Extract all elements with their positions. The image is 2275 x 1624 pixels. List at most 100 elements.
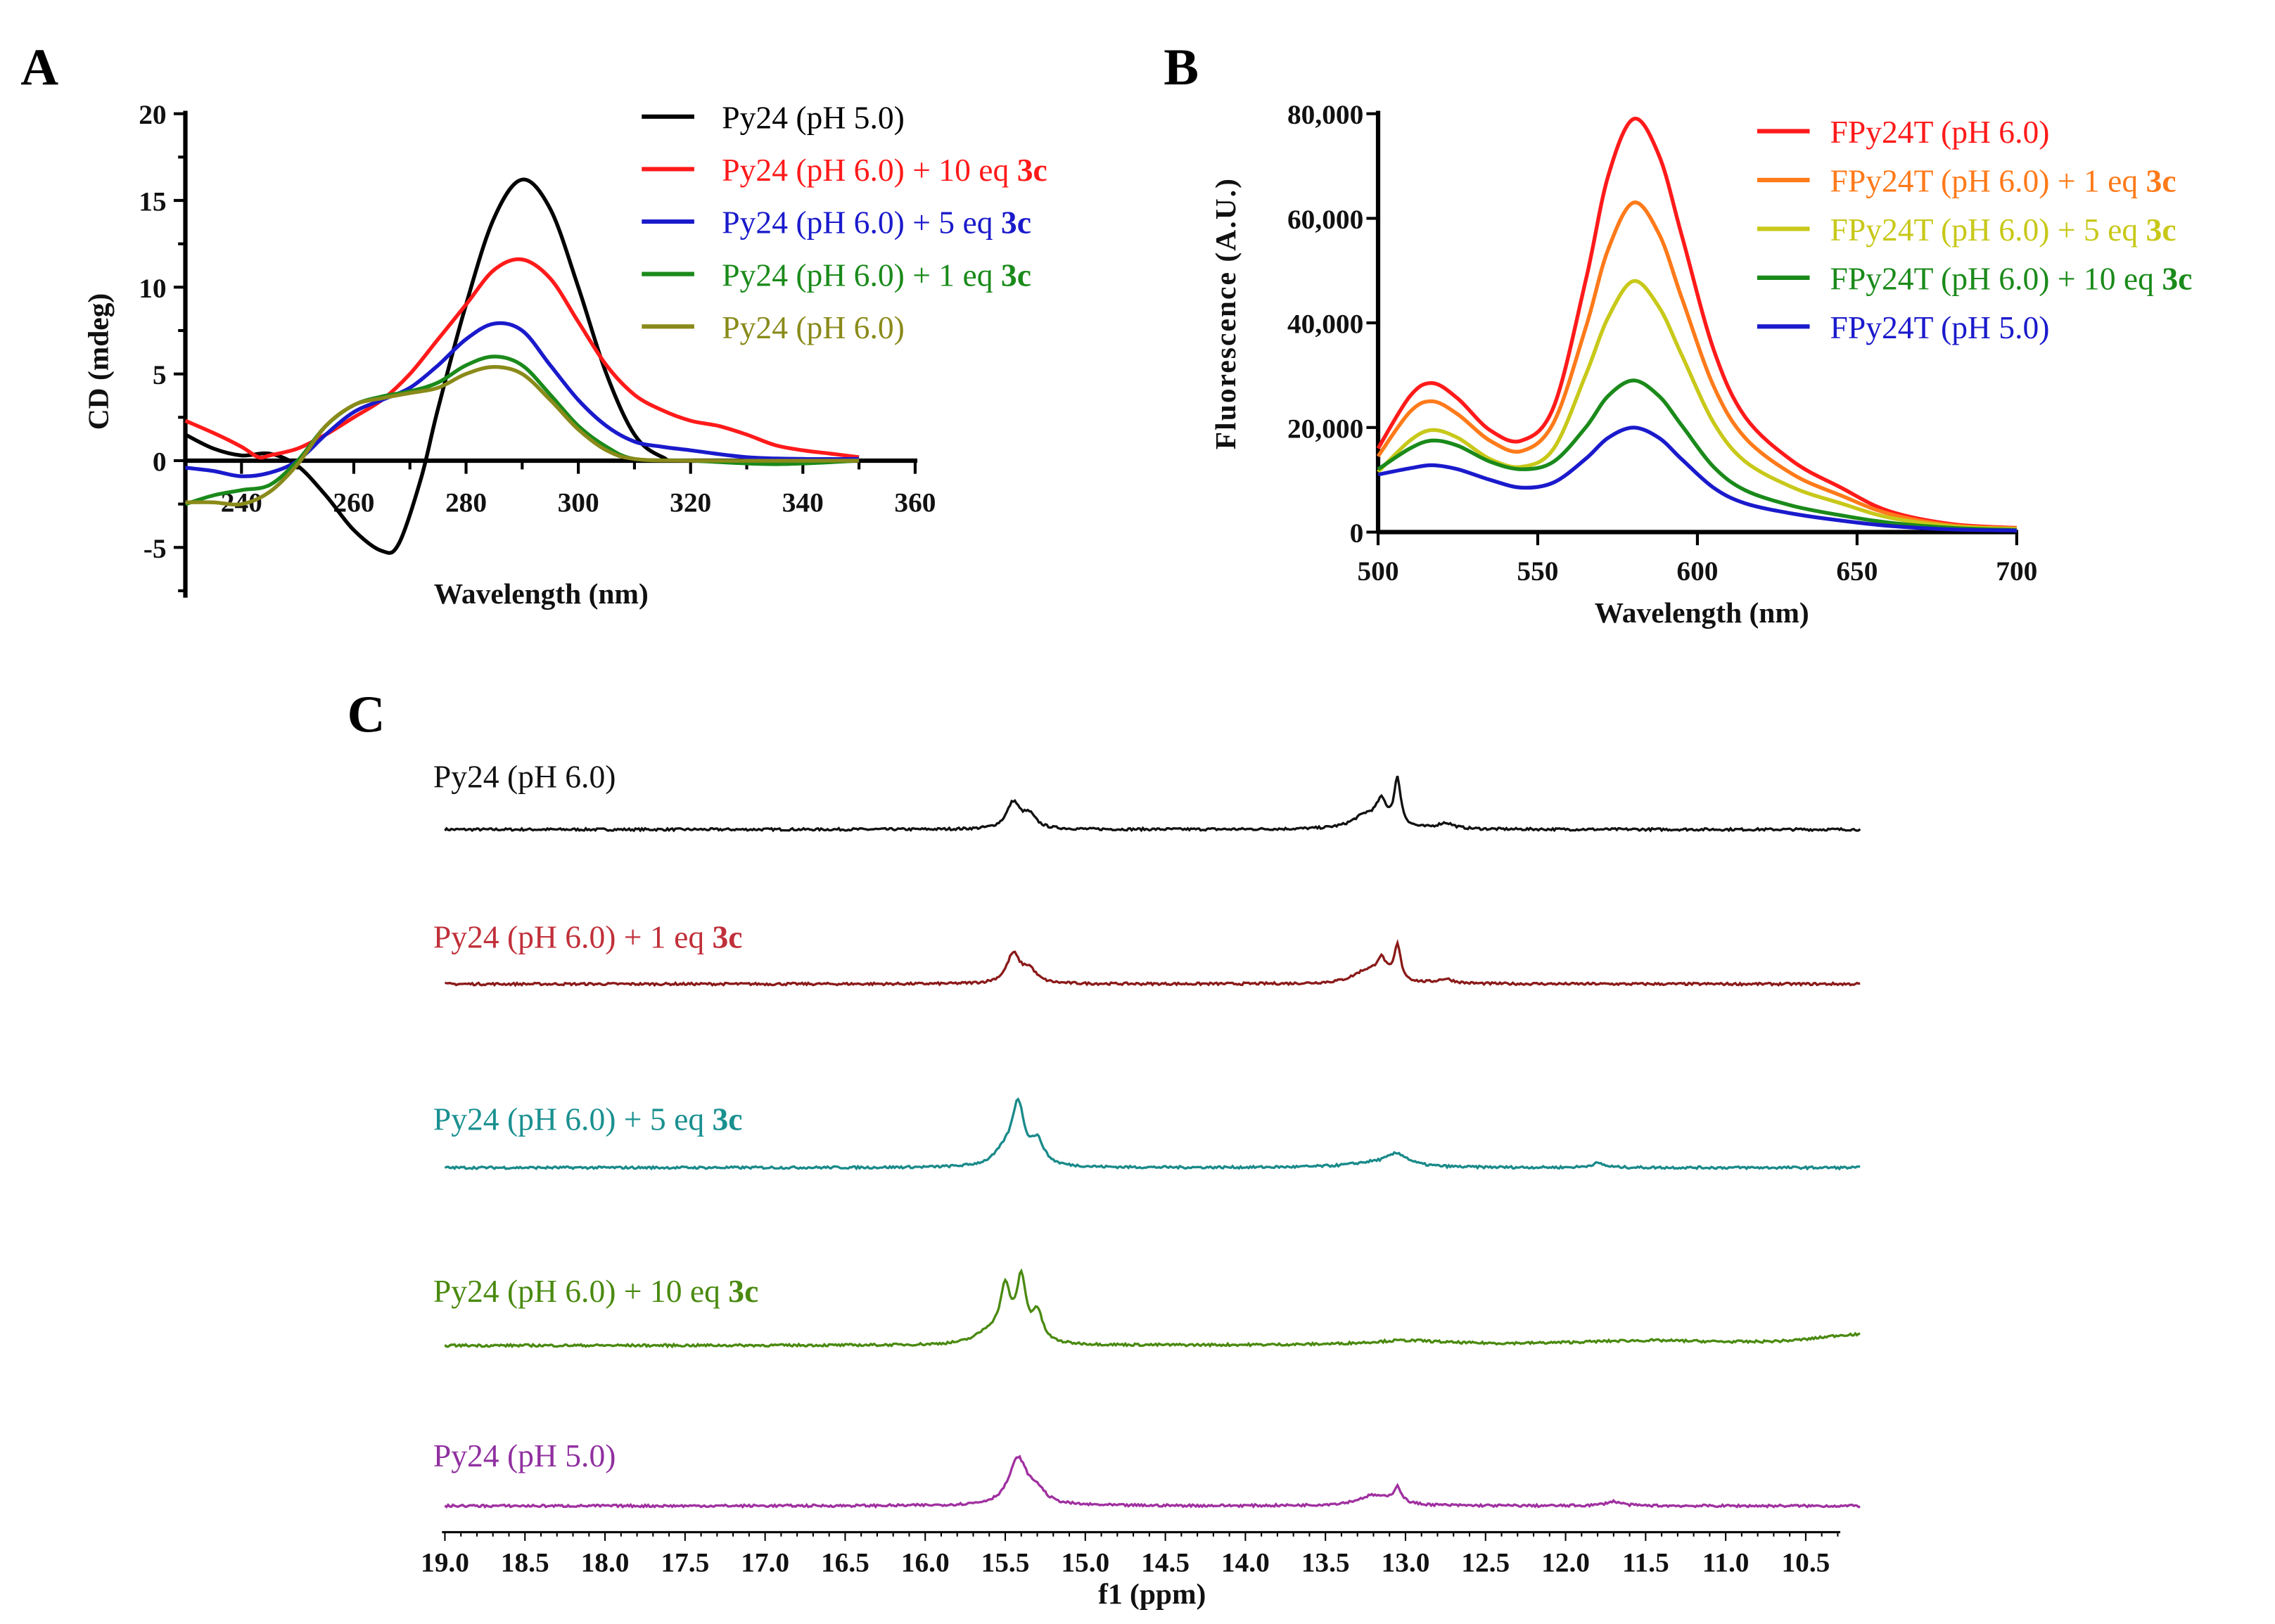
x-tick-label: 700 bbox=[1996, 556, 2037, 587]
spectrum-label: Py24 (pH 6.0) + 1 eq 3c bbox=[433, 919, 743, 954]
x-tick-label: 16.5 bbox=[821, 1547, 869, 1578]
panel-b-fluorescence-chart: 80,000 60,000 40,000 20,000 0 500 550 600 650 700… bbox=[1209, 99, 2192, 629]
legend-entry: Py24 (pH 6.0) bbox=[722, 309, 905, 345]
y-tick-label: 15 bbox=[139, 186, 166, 217]
x-tick-label: 10.5 bbox=[1781, 1547, 1830, 1578]
y-tick-label: 5 bbox=[153, 359, 167, 390]
y-axis-title: CD (mdeg) bbox=[82, 293, 115, 430]
legend-label-bold: 3c bbox=[2162, 260, 2192, 296]
legend-entry: FPy24T (pH 5.0) bbox=[1830, 309, 2050, 345]
y-tick-label: 10 bbox=[139, 273, 166, 304]
legend-label: FPy24T (pH 6.0) + 5 eq bbox=[1830, 212, 2146, 248]
series-line bbox=[1376, 117, 2017, 530]
series-line bbox=[185, 365, 860, 507]
legend-label: FPy24T (pH 6.0) + 10 eq bbox=[1830, 260, 2162, 296]
legend-label: Py24 (pH 6.0) + 10 eq bbox=[722, 152, 1017, 188]
spectrum-label: Py24 (pH 6.0) + 10 eq 3c bbox=[433, 1273, 758, 1309]
x-tick-label: 340 bbox=[782, 487, 824, 518]
y-axis-title: Fluorescence (A.U.) bbox=[1209, 177, 1242, 449]
legend-label-bold: 3c bbox=[2146, 212, 2177, 248]
legend-entry: FPy24T (pH 6.0) + 1 eq 3c bbox=[1830, 163, 2177, 199]
y-tick-label: 20 bbox=[139, 99, 166, 130]
y-tick-label: 80,000 bbox=[1287, 99, 1363, 130]
legend-label: Py24 (pH 6.0) bbox=[722, 309, 905, 345]
x-tick-label: 15.5 bbox=[981, 1547, 1030, 1578]
panel-label-b: B bbox=[1164, 39, 1199, 96]
spectrum-label-bold: 3c bbox=[713, 919, 743, 954]
series-line bbox=[1377, 279, 2017, 531]
legend-label-bold: 3c bbox=[1017, 152, 1047, 188]
spectrum-label: Py24 (pH 6.0) + 5 eq 3c bbox=[433, 1101, 743, 1137]
spectrum-label-text: Py24 (pH 6.0) bbox=[433, 758, 616, 794]
x-tick-label: 13.5 bbox=[1301, 1547, 1350, 1578]
spectrum-label-bold: 3c bbox=[728, 1273, 758, 1309]
legend-label: FPy24T (pH 6.0) bbox=[1830, 114, 2050, 150]
legend-label-bold: 3c bbox=[1001, 205, 1031, 241]
spectrum-label-text: Py24 (pH 6.0) + 10 eq bbox=[433, 1273, 728, 1309]
legend-entry: Py24 (pH 6.0) + 1 eq 3c bbox=[722, 257, 1031, 293]
x-tick-label: 12.5 bbox=[1461, 1547, 1510, 1578]
x-tick-label: 550 bbox=[1517, 556, 1558, 587]
legend-label-bold: 3c bbox=[1001, 257, 1031, 293]
spectrum-label-bold: 3c bbox=[713, 1101, 743, 1137]
panel-c-nmr-chart: Py24 (pH 6.0)Py24 (pH 6.0) + 1 eq 3cPy24… bbox=[421, 758, 1861, 1611]
x-tick-label: 280 bbox=[445, 487, 487, 518]
series-line bbox=[1377, 426, 2017, 532]
nmr-spectrum bbox=[445, 938, 1861, 987]
x-tick-label: 320 bbox=[670, 487, 711, 518]
x-tick-label: 17.5 bbox=[661, 1547, 709, 1578]
x-tick-label: 13.0 bbox=[1382, 1547, 1430, 1578]
x-tick-label: 18.5 bbox=[501, 1547, 549, 1578]
legend-entry: FPy24T (pH 6.0) bbox=[1830, 114, 2050, 150]
x-tick-label: 300 bbox=[558, 487, 599, 518]
x-tick-label: 11.0 bbox=[1702, 1547, 1750, 1578]
y-tick-label: 0 bbox=[153, 446, 167, 477]
legend-label: FPy24T (pH 5.0) bbox=[1830, 309, 2050, 345]
x-tick-label: 360 bbox=[894, 487, 936, 518]
x-tick-label: 11.5 bbox=[1622, 1547, 1669, 1578]
legend-entry: Py24 (pH 6.0) + 5 eq 3c bbox=[722, 205, 1031, 241]
legend-entry: Py24 (pH 6.0) + 10 eq 3c bbox=[722, 152, 1047, 188]
legend-label-bold: 3c bbox=[2146, 163, 2177, 199]
nmr-spectrum bbox=[444, 775, 1861, 833]
legend-entry: FPy24T (pH 6.0) + 10 eq 3c bbox=[1830, 260, 2193, 296]
y-tick-label: 20,000 bbox=[1287, 413, 1363, 444]
spectrum-label: Py24 (pH 5.0) bbox=[433, 1438, 616, 1473]
spectrum-label-text: Py24 (pH 6.0) + 1 eq bbox=[433, 919, 713, 954]
x-tick-label: 14.5 bbox=[1141, 1547, 1190, 1578]
x-axis-title: f1 (ppm) bbox=[1098, 1578, 1206, 1611]
x-tick-label: 19.0 bbox=[421, 1547, 469, 1578]
x-axis-title: Wavelength (nm) bbox=[434, 577, 649, 610]
legend-entry: FPy24T (pH 6.0) + 5 eq 3c bbox=[1830, 212, 2177, 248]
nmr-spectrum bbox=[444, 1454, 1861, 1509]
spectrum-label: Py24 (pH 6.0) bbox=[433, 758, 616, 794]
y-tick-label: -5 bbox=[144, 533, 167, 564]
x-tick-label: 650 bbox=[1836, 556, 1878, 587]
x-axis-title: Wavelength (nm) bbox=[1595, 596, 1809, 629]
panel-label-a: A bbox=[20, 39, 58, 96]
spectrum-label-text: Py24 (pH 5.0) bbox=[433, 1438, 616, 1473]
y-tick-label: 60,000 bbox=[1287, 204, 1363, 235]
x-tick-label: 500 bbox=[1357, 556, 1398, 587]
x-tick-label: 16.0 bbox=[901, 1547, 950, 1578]
series-line bbox=[1377, 378, 2017, 532]
series-line bbox=[184, 257, 860, 460]
spectrum-label-text: Py24 (pH 6.0) + 5 eq bbox=[433, 1101, 713, 1137]
series-line bbox=[185, 321, 860, 478]
panel-label-c: C bbox=[348, 686, 385, 744]
x-tick-label: 15.0 bbox=[1061, 1547, 1109, 1578]
legend-label: Py24 (pH 6.0) + 5 eq bbox=[722, 205, 1001, 241]
legend-entry: Py24 (pH 5.0) bbox=[722, 99, 905, 135]
legend-label: Py24 (pH 5.0) bbox=[722, 99, 905, 135]
nmr-spectrum bbox=[444, 1097, 1861, 1171]
x-tick-label: 12.0 bbox=[1541, 1547, 1590, 1578]
series-line bbox=[1376, 200, 2017, 531]
legend-label: Py24 (pH 6.0) + 1 eq bbox=[722, 257, 1001, 293]
x-tick-label: 14.0 bbox=[1221, 1547, 1270, 1578]
legend-label: FPy24T (pH 6.0) + 1 eq bbox=[1830, 163, 2146, 199]
y-tick-label: 40,000 bbox=[1287, 309, 1363, 340]
x-tick-label: 17.0 bbox=[741, 1547, 789, 1578]
nmr-spectrum bbox=[444, 1268, 1861, 1349]
